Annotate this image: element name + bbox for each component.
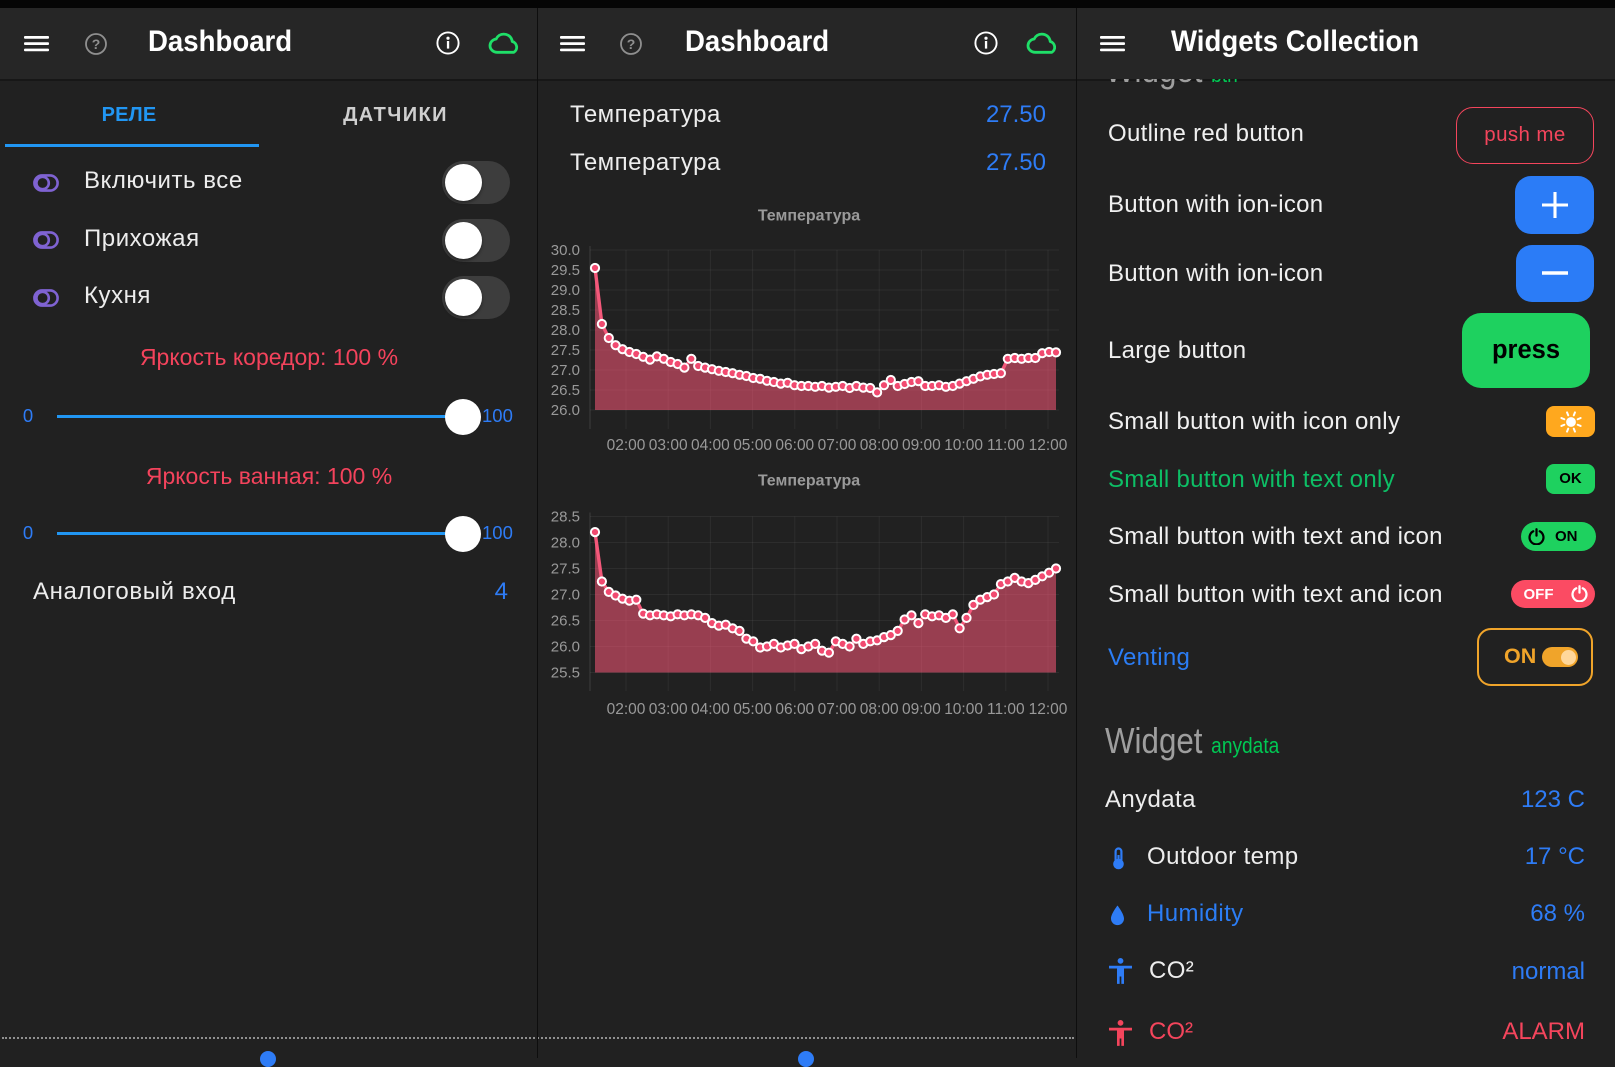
svg-text:10:00: 10:00 xyxy=(944,701,983,718)
svg-text:28.0: 28.0 xyxy=(551,534,580,551)
svg-text:?: ? xyxy=(627,36,636,52)
svg-text:06:00: 06:00 xyxy=(775,437,814,454)
svg-text:04:00: 04:00 xyxy=(691,437,730,454)
svg-text:26.5: 26.5 xyxy=(551,612,580,629)
svg-text:09:00: 09:00 xyxy=(902,437,941,454)
svg-text:29.0: 29.0 xyxy=(551,282,580,299)
svg-text:07:00: 07:00 xyxy=(818,701,857,718)
svg-text:26.0: 26.0 xyxy=(551,638,580,655)
svg-text:03:00: 03:00 xyxy=(649,701,688,718)
svg-text:07:00: 07:00 xyxy=(818,437,857,454)
svg-text:12:00: 12:00 xyxy=(1029,437,1068,454)
svg-text:03:00: 03:00 xyxy=(649,437,688,454)
svg-text:28.5: 28.5 xyxy=(551,508,580,525)
svg-text:09:00: 09:00 xyxy=(902,701,941,718)
svg-text:25.5: 25.5 xyxy=(551,664,580,681)
svg-text:Температура: Температура xyxy=(758,473,860,490)
svg-text:06:00: 06:00 xyxy=(775,701,814,718)
svg-text:28.0: 28.0 xyxy=(551,322,580,339)
svg-text:27.5: 27.5 xyxy=(551,560,580,577)
svg-text:08:00: 08:00 xyxy=(860,701,899,718)
svg-text:10:00: 10:00 xyxy=(944,437,983,454)
svg-text:28.5: 28.5 xyxy=(551,302,580,319)
svg-text:30.0: 30.0 xyxy=(551,242,580,259)
svg-text:26.5: 26.5 xyxy=(551,382,580,399)
svg-text:Температура: Температура xyxy=(758,208,860,225)
svg-text:12:00: 12:00 xyxy=(1029,701,1068,718)
svg-text:26.0: 26.0 xyxy=(551,402,580,419)
svg-text:27.5: 27.5 xyxy=(551,342,580,359)
svg-text:27.0: 27.0 xyxy=(551,362,580,379)
svg-text:?: ? xyxy=(92,36,101,52)
svg-text:11:00: 11:00 xyxy=(987,701,1025,718)
svg-text:27.0: 27.0 xyxy=(551,586,580,603)
svg-text:02:00: 02:00 xyxy=(607,437,646,454)
svg-text:04:00: 04:00 xyxy=(691,701,730,718)
svg-text:05:00: 05:00 xyxy=(733,437,772,454)
svg-text:05:00: 05:00 xyxy=(733,701,772,718)
svg-text:08:00: 08:00 xyxy=(860,437,899,454)
svg-text:29.5: 29.5 xyxy=(551,262,580,279)
svg-text:11:00: 11:00 xyxy=(987,437,1025,454)
svg-text:02:00: 02:00 xyxy=(607,701,646,718)
